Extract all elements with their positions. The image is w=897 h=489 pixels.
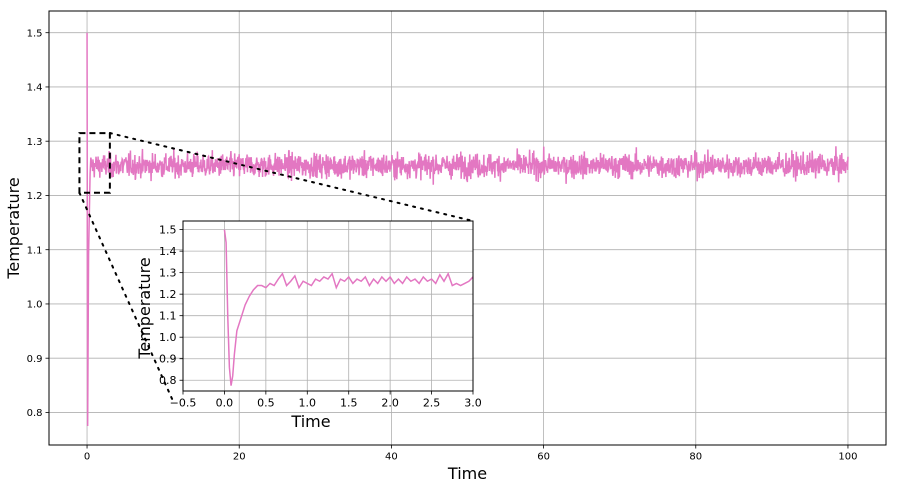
inset-frame (182, 220, 474, 392)
y-tick-label: 1.4 (159, 245, 177, 258)
y-tick-label: 1.1 (159, 310, 177, 323)
x-tick-label: 2.0 (381, 397, 399, 410)
zoom-connector-bottom (78, 191, 174, 402)
inset-x-axis-label: Time (290, 412, 330, 431)
zoom-connector-top (108, 132, 474, 222)
y-tick-label: 1.4 (27, 83, 43, 94)
y-tick-label: 0.9 (159, 353, 177, 366)
y-tick-label: 0.8 (27, 408, 43, 419)
main-series-line (86, 32, 849, 427)
y-tick-label: 1.1 (27, 245, 43, 256)
main-series (86, 32, 849, 427)
inset-y-axis-label: Temperature (135, 257, 154, 359)
main-x-axis-label: Time (447, 464, 487, 483)
zoom-connectors (78, 132, 474, 402)
main-frame (48, 10, 887, 446)
x-tick-label: 2.5 (423, 397, 441, 410)
x-tick-label: 60 (537, 452, 550, 463)
x-tick-label: 20 (233, 452, 246, 463)
x-tick-label: 40 (385, 452, 398, 463)
main-ticks: 0 20 40 60 80 100 0.8 0.9 1.0 1.1 1.2 1.3 1.4 1.5 (27, 28, 858, 462)
y-tick-label: 1.5 (159, 224, 177, 237)
x-tick-label: 1.5 (340, 397, 358, 410)
inset-plot: −0.5 0.0 0.5 1.0 1.5 2.0 2.5 3.0 0.8 0.9 1.0 1.1 1.2… (135, 220, 482, 431)
inset-series-line (223, 229, 474, 386)
y-tick-label: 1.0 (27, 300, 43, 311)
y-tick-label: 0.9 (27, 354, 43, 365)
x-tick-label: 0 (84, 452, 90, 463)
y-tick-label: 0.8 (159, 374, 177, 387)
zoom-box (78, 132, 111, 194)
inset-plot-area (183, 221, 473, 391)
x-tick-label: 80 (689, 452, 702, 463)
x-tick-label: 1.0 (299, 397, 317, 410)
x-tick-label: 0.0 (216, 397, 234, 410)
x-tick-label: 100 (838, 452, 857, 463)
y-tick-label: 1.5 (27, 28, 43, 39)
y-tick-label: 1.3 (27, 137, 43, 148)
y-tick-label: 1.2 (159, 288, 177, 301)
x-tick-label: 3.0 (464, 397, 482, 410)
y-tick-label: 1.3 (159, 267, 177, 280)
inset-ticks: −0.5 0.0 0.5 1.0 1.5 2.0 2.5 3.0 0.8 0.9 1.0 1.1 1.2… (159, 224, 482, 410)
x-tick-label: −0.5 (170, 397, 197, 410)
y-tick-label: 1.0 (159, 331, 177, 344)
main-y-axis-label: Temperature (4, 177, 23, 279)
y-tick-label: 1.2 (27, 191, 43, 202)
inset-series (223, 229, 474, 386)
x-tick-label: 0.5 (257, 397, 275, 410)
